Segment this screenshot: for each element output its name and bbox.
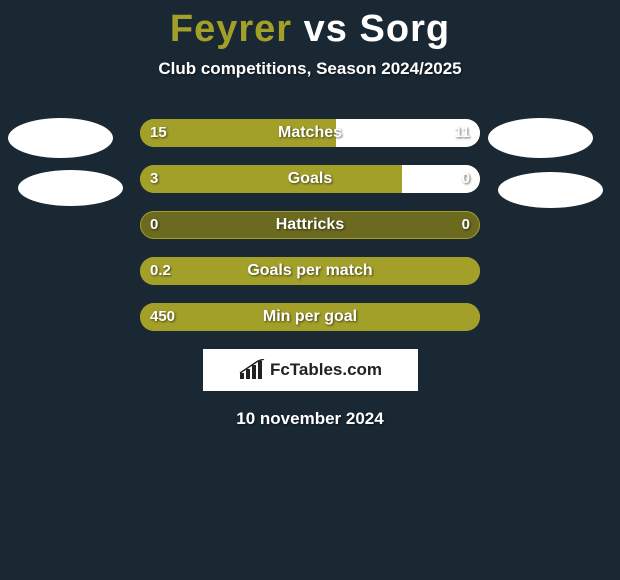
bar-track bbox=[140, 119, 480, 147]
logo-box[interactable]: FcTables.com bbox=[203, 349, 418, 391]
avatar bbox=[498, 172, 603, 208]
bar-right bbox=[402, 165, 480, 193]
bar-left bbox=[140, 257, 480, 285]
logo-text: FcTables.com bbox=[270, 360, 382, 380]
bar-left bbox=[140, 119, 336, 147]
bar-track bbox=[140, 303, 480, 331]
bar-track bbox=[140, 165, 480, 193]
avatar bbox=[8, 118, 113, 158]
player2-name: Sorg bbox=[360, 8, 451, 50]
stat-row: Goals per match0.2 bbox=[0, 257, 620, 285]
bar-track bbox=[140, 257, 480, 285]
player1-name: Feyrer bbox=[170, 8, 292, 50]
chart-icon bbox=[238, 359, 266, 381]
avatar bbox=[488, 118, 593, 158]
stat-row: Hattricks00 bbox=[0, 211, 620, 239]
stat-row: Min per goal450 bbox=[0, 303, 620, 331]
subtitle: Club competitions, Season 2024/2025 bbox=[0, 59, 620, 79]
avatar bbox=[18, 170, 123, 206]
bar-right bbox=[336, 119, 480, 147]
bar-left bbox=[140, 165, 402, 193]
date-text: 10 november 2024 bbox=[0, 409, 620, 429]
vs-text: vs bbox=[304, 8, 348, 50]
bar-track bbox=[140, 211, 480, 239]
bar-left bbox=[140, 303, 480, 331]
page-title: Feyrer vs Sorg bbox=[0, 0, 620, 51]
